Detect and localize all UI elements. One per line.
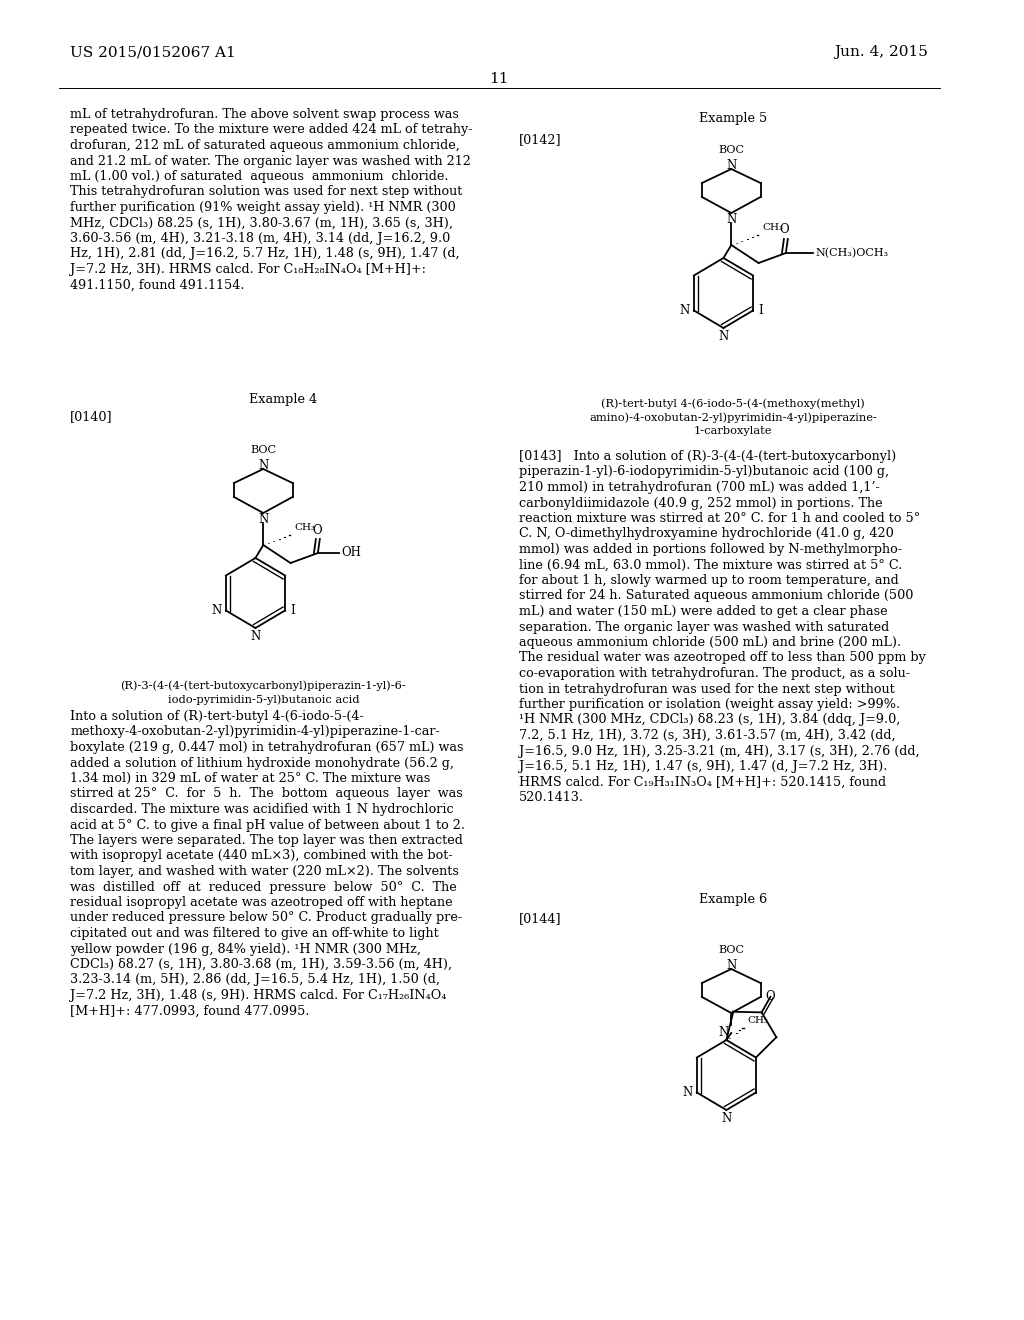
- Text: discarded. The mixture was acidified with 1 N hydrochloric: discarded. The mixture was acidified wit…: [71, 803, 454, 816]
- Text: 491.1150, found 491.1154.: 491.1150, found 491.1154.: [71, 279, 245, 292]
- Text: and 21.2 mL of water. The organic layer was washed with 212: and 21.2 mL of water. The organic layer …: [71, 154, 471, 168]
- Text: piperazin-1-yl)-6-iodopyrimidin-5-yl)butanoic acid (100 g,: piperazin-1-yl)-6-iodopyrimidin-5-yl)but…: [519, 466, 889, 479]
- Text: The residual water was azeotroped off to less than 500 ppm by: The residual water was azeotroped off to…: [519, 652, 926, 664]
- Text: 1.34 mol) in 329 mL of water at 25° C. The mixture was: 1.34 mol) in 329 mL of water at 25° C. T…: [71, 772, 430, 785]
- Text: repeated twice. To the mixture were added 424 mL of tetrahy-: repeated twice. To the mixture were adde…: [71, 124, 473, 136]
- Text: O: O: [779, 223, 788, 236]
- Text: 7.2, 5.1 Hz, 1H), 3.72 (s, 3H), 3.61-3.57 (m, 4H), 3.42 (dd,: 7.2, 5.1 Hz, 1H), 3.72 (s, 3H), 3.61-3.5…: [519, 729, 895, 742]
- Text: N: N: [718, 1026, 728, 1039]
- Text: ¹H NMR (300 MHz, CDCl₃) δ8.23 (s, 1H), 3.84 (ddq, J=9.0,: ¹H NMR (300 MHz, CDCl₃) δ8.23 (s, 1H), 3…: [519, 714, 900, 726]
- Text: [0140]: [0140]: [71, 411, 113, 422]
- Text: (R)-tert-butyl 4-(6-iodo-5-(4-(methoxy(methyl)
amino)-4-oxobutan-2-yl)pyrimidin-: (R)-tert-butyl 4-(6-iodo-5-(4-(methoxy(m…: [589, 399, 878, 436]
- Text: boxylate (219 g, 0.447 mol) in tetrahydrofuran (657 mL) was: boxylate (219 g, 0.447 mol) in tetrahydr…: [71, 741, 464, 754]
- Text: mL (1.00 vol.) of saturated  aqueous  ammonium  chloride.: mL (1.00 vol.) of saturated aqueous ammo…: [71, 170, 449, 183]
- Text: [0142]: [0142]: [519, 133, 561, 147]
- Text: co-evaporation with tetrahydrofuran. The product, as a solu-: co-evaporation with tetrahydrofuran. The…: [519, 667, 909, 680]
- Text: Jun. 4, 2015: Jun. 4, 2015: [835, 45, 928, 59]
- Text: Example 5: Example 5: [699, 112, 767, 125]
- Text: BOC: BOC: [718, 945, 744, 954]
- Text: (R)-3-(4-(4-(tert-butoxycarbonyl)piperazin-1-yl)-6-
iodo-pyrimidin-5-yl)butanoic: (R)-3-(4-(4-(tert-butoxycarbonyl)piperaz…: [121, 680, 407, 705]
- Text: stirred for 24 h. Saturated aqueous ammonium chloride (500: stirred for 24 h. Saturated aqueous ammo…: [519, 590, 913, 602]
- Text: for about 1 h, slowly warmed up to room temperature, and: for about 1 h, slowly warmed up to room …: [519, 574, 898, 587]
- Text: with isopropyl acetate (440 mL×3), combined with the bot-: with isopropyl acetate (440 mL×3), combi…: [71, 850, 453, 862]
- Text: N: N: [680, 304, 690, 317]
- Text: stirred at 25°  C.  for  5  h.  The  bottom  aqueous  layer  was: stirred at 25° C. for 5 h. The bottom aq…: [71, 788, 463, 800]
- Text: further purification (91% weight assay yield). ¹H NMR (300: further purification (91% weight assay y…: [71, 201, 456, 214]
- Text: J=16.5, 9.0 Hz, 1H), 3.25-3.21 (m, 4H), 3.17 (s, 3H), 2.76 (dd,: J=16.5, 9.0 Hz, 1H), 3.25-3.21 (m, 4H), …: [519, 744, 920, 758]
- Text: [M+H]+: 477.0993, found 477.0995.: [M+H]+: 477.0993, found 477.0995.: [71, 1005, 309, 1018]
- Text: J=7.2 Hz, 3H), 1.48 (s, 9H). HRMS calcd. For C₁₇H₂₆IN₄O₄: J=7.2 Hz, 3H), 1.48 (s, 9H). HRMS calcd.…: [71, 989, 446, 1002]
- Text: reaction mixture was stirred at 20° C. for 1 h and cooled to 5°: reaction mixture was stirred at 20° C. f…: [519, 512, 920, 525]
- Text: residual isopropyl acetate was azeotroped off with heptane: residual isopropyl acetate was azeotrope…: [71, 896, 453, 909]
- Text: I: I: [758, 304, 763, 317]
- Text: tion in tetrahydrofuran was used for the next step without: tion in tetrahydrofuran was used for the…: [519, 682, 894, 696]
- Text: 11: 11: [489, 73, 509, 86]
- Text: N: N: [212, 605, 222, 616]
- Text: [0143]   Into a solution of (R)-3-(4-(4-(tert-butoxycarbonyl): [0143] Into a solution of (R)-3-(4-(4-(t…: [519, 450, 896, 463]
- Text: N: N: [726, 213, 736, 226]
- Text: mmol) was added in portions followed by N-methylmorpho-: mmol) was added in portions followed by …: [519, 543, 902, 556]
- Text: tom layer, and washed with water (220 mL×2). The solvents: tom layer, and washed with water (220 mL…: [71, 865, 459, 878]
- Text: CH₃: CH₃: [748, 1016, 769, 1026]
- Text: aqueous ammonium chloride (500 mL) and brine (200 mL).: aqueous ammonium chloride (500 mL) and b…: [519, 636, 901, 649]
- Text: N: N: [721, 1111, 731, 1125]
- Text: added a solution of lithium hydroxide monohydrate (56.2 g,: added a solution of lithium hydroxide mo…: [71, 756, 455, 770]
- Text: 3.60-3.56 (m, 4H), 3.21-3.18 (m, 4H), 3.14 (dd, J=16.2, 9.0: 3.60-3.56 (m, 4H), 3.21-3.18 (m, 4H), 3.…: [71, 232, 451, 246]
- Text: MHz, CDCl₃) δ8.25 (s, 1H), 3.80-3.67 (m, 1H), 3.65 (s, 3H),: MHz, CDCl₃) δ8.25 (s, 1H), 3.80-3.67 (m,…: [71, 216, 454, 230]
- Text: acid at 5° C. to give a final pH value of between about 1 to 2.: acid at 5° C. to give a final pH value o…: [71, 818, 465, 832]
- Text: O: O: [766, 990, 775, 1003]
- Text: was  distilled  off  at  reduced  pressure  below  50°  C.  The: was distilled off at reduced pressure be…: [71, 880, 457, 894]
- Text: drofuran, 212 mL of saturated aqueous ammonium chloride,: drofuran, 212 mL of saturated aqueous am…: [71, 139, 460, 152]
- Text: CH₃: CH₃: [295, 523, 315, 532]
- Text: N(CH₃)OCH₃: N(CH₃)OCH₃: [815, 248, 888, 259]
- Text: Hz, 1H), 2.81 (dd, J=16.2, 5.7 Hz, 1H), 1.48 (s, 9H), 1.47 (d,: Hz, 1H), 2.81 (dd, J=16.2, 5.7 Hz, 1H), …: [71, 248, 460, 260]
- Text: US 2015/0152067 A1: US 2015/0152067 A1: [71, 45, 236, 59]
- Text: N: N: [726, 158, 736, 172]
- Text: BOC: BOC: [718, 145, 744, 154]
- Text: mL of tetrahydrofuran. The above solvent swap process was: mL of tetrahydrofuran. The above solvent…: [71, 108, 459, 121]
- Text: 520.1413.: 520.1413.: [519, 791, 584, 804]
- Text: This tetrahydrofuran solution was used for next step without: This tetrahydrofuran solution was used f…: [71, 186, 463, 198]
- Text: The layers were separated. The top layer was then extracted: The layers were separated. The top layer…: [71, 834, 463, 847]
- Text: line (6.94 mL, 63.0 mmol). The mixture was stirred at 5° C.: line (6.94 mL, 63.0 mmol). The mixture w…: [519, 558, 902, 572]
- Text: 210 mmol) in tetrahydrofuran (700 mL) was added 1,1’-: 210 mmol) in tetrahydrofuran (700 mL) wa…: [519, 480, 880, 494]
- Text: N: N: [683, 1086, 693, 1100]
- Text: O: O: [312, 524, 322, 537]
- Text: separation. The organic layer was washed with saturated: separation. The organic layer was washed…: [519, 620, 889, 634]
- Text: I: I: [290, 605, 295, 616]
- Text: cipitated out and was filtered to give an off-white to light: cipitated out and was filtered to give a…: [71, 927, 439, 940]
- Text: J=7.2 Hz, 3H). HRMS calcd. For C₁₈H₂₈IN₄O₄ [M+H]+:: J=7.2 Hz, 3H). HRMS calcd. For C₁₈H₂₈IN₄…: [71, 263, 426, 276]
- Text: carbonyldiimidazole (40.9 g, 252 mmol) in portions. The: carbonyldiimidazole (40.9 g, 252 mmol) i…: [519, 496, 883, 510]
- Text: OH: OH: [341, 546, 361, 560]
- Text: N: N: [726, 960, 736, 972]
- Text: N: N: [719, 330, 729, 343]
- Text: N: N: [258, 459, 268, 473]
- Text: Into a solution of (R)-tert-butyl 4-(6-iodo-5-(4-: Into a solution of (R)-tert-butyl 4-(6-i…: [71, 710, 364, 723]
- Text: 3.23-3.14 (m, 5H), 2.86 (dd, J=16.5, 5.4 Hz, 1H), 1.50 (d,: 3.23-3.14 (m, 5H), 2.86 (dd, J=16.5, 5.4…: [71, 974, 440, 986]
- Text: J=16.5, 5.1 Hz, 1H), 1.47 (s, 9H), 1.47 (d, J=7.2 Hz, 3H).: J=16.5, 5.1 Hz, 1H), 1.47 (s, 9H), 1.47 …: [519, 760, 887, 774]
- Text: yellow powder (196 g, 84% yield). ¹H NMR (300 MHz,: yellow powder (196 g, 84% yield). ¹H NMR…: [71, 942, 421, 956]
- Text: N: N: [258, 513, 268, 525]
- Text: mL) and water (150 mL) were added to get a clear phase: mL) and water (150 mL) were added to get…: [519, 605, 888, 618]
- Text: HRMS calcd. For C₁₉H₃₁IN₃O₄ [M+H]+: 520.1415, found: HRMS calcd. For C₁₉H₃₁IN₃O₄ [M+H]+: 520.…: [519, 776, 886, 788]
- Text: methoxy-4-oxobutan-2-yl)pyrimidin-4-yl)piperazine-1-car-: methoxy-4-oxobutan-2-yl)pyrimidin-4-yl)p…: [71, 726, 440, 738]
- Text: Example 6: Example 6: [699, 894, 767, 906]
- Text: CDCl₃) δ8.27 (s, 1H), 3.80-3.68 (m, 1H), 3.59-3.56 (m, 4H),: CDCl₃) δ8.27 (s, 1H), 3.80-3.68 (m, 1H),…: [71, 958, 453, 972]
- Text: Example 4: Example 4: [249, 393, 316, 407]
- Text: CH₃: CH₃: [763, 223, 783, 232]
- Text: further purification or isolation (weight assay yield: >99%.: further purification or isolation (weigh…: [519, 698, 900, 711]
- Text: under reduced pressure below 50° C. Product gradually pre-: under reduced pressure below 50° C. Prod…: [71, 912, 462, 924]
- Text: BOC: BOC: [250, 445, 276, 455]
- Text: C. N, O-dimethylhydroxyamine hydrochloride (41.0 g, 420: C. N, O-dimethylhydroxyamine hydrochlori…: [519, 528, 894, 540]
- Text: [0144]: [0144]: [519, 912, 561, 925]
- Text: N: N: [250, 630, 260, 643]
